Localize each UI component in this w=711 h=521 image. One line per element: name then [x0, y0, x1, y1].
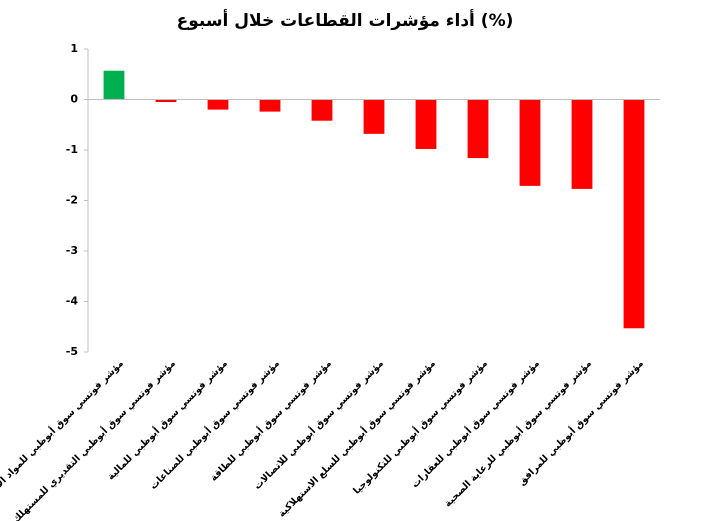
y-tick-label: 0 [70, 93, 78, 106]
bar [571, 99, 593, 189]
y-tick-label: -2 [66, 194, 78, 207]
bar [415, 99, 437, 149]
y-tick-label: 1 [70, 42, 78, 55]
y-tick-label: -1 [66, 143, 78, 156]
bar [467, 99, 489, 159]
y-tick-label: -4 [66, 295, 79, 308]
y-tick-label: -5 [66, 345, 78, 358]
bar [363, 99, 385, 134]
bar [259, 99, 281, 112]
chart-title: أداء مؤشرات القطاعات خلال أسبوع (%) [177, 9, 514, 31]
bar [519, 99, 541, 186]
bar [207, 99, 229, 110]
bar [623, 99, 645, 329]
bar [311, 99, 333, 121]
bar [103, 70, 125, 100]
y-tick-label: -3 [66, 244, 78, 257]
bar [155, 99, 177, 103]
